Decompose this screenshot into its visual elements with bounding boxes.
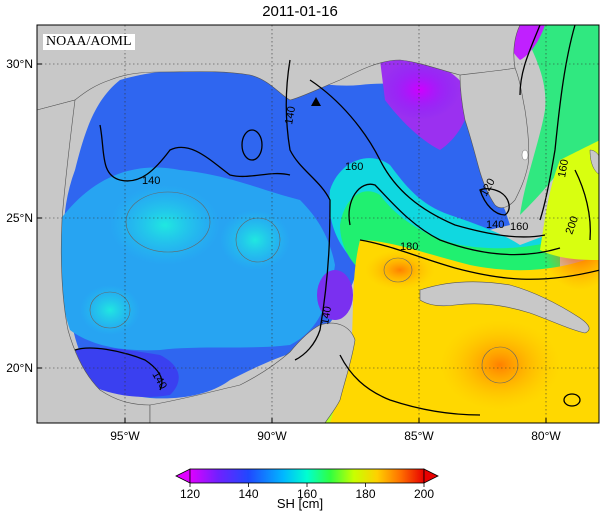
contour-label: 200 — [564, 215, 582, 236]
contour-160-atl — [519, 25, 541, 96]
contour-label: 160 — [345, 161, 363, 173]
contour-small-east — [563, 393, 581, 407]
cyan-eddy-2 — [220, 210, 290, 270]
mexico-west-coast — [37, 99, 151, 423]
colorbar-tick-label: 200 — [414, 487, 434, 501]
colorbar-low-arrow — [175, 468, 191, 484]
lon-label-80: 80°W — [531, 429, 561, 443]
contour-180 — [359, 239, 599, 280]
contour-label: 140 — [283, 105, 298, 125]
bahamas-island — [589, 149, 599, 175]
orange-eddy-2 — [365, 250, 435, 290]
contour-140-loop — [241, 129, 263, 161]
thin-contour-1 — [125, 191, 211, 253]
colorbar-tick-label: 180 — [355, 487, 375, 501]
orange-eddy-1 — [440, 320, 560, 410]
contour-200 — [574, 169, 591, 241]
contour-120-keys — [479, 188, 510, 216]
thin-contour-3 — [89, 291, 131, 329]
contour-160-a — [309, 79, 546, 238]
contour-label: 160 — [510, 221, 528, 233]
lake-okeechobee — [521, 149, 529, 161]
lon-label-85: 85°W — [404, 429, 434, 443]
colorbar-tick-label: 160 — [297, 487, 317, 501]
lat-label-20: 20°N — [6, 361, 33, 375]
contour-label: 140 — [319, 305, 334, 325]
thin-contour-5 — [383, 257, 413, 283]
cyan-eddy-3 — [80, 285, 140, 335]
map-frame — [36, 24, 600, 424]
graticule — [37, 25, 599, 423]
colorbar-high-arrow — [423, 468, 439, 484]
colorbar-bar — [189, 468, 425, 484]
atlantic-green — [520, 25, 599, 215]
lon-label-90: 90°W — [257, 429, 287, 443]
lat-label-25: 25°N — [6, 211, 33, 225]
tick-marks — [37, 63, 547, 423]
map-title: 2011-01-16 — [262, 3, 338, 20]
triangle-marker-icon — [311, 97, 321, 106]
map-area: 140 140 140 140 160 160 180 160 120 140 … — [37, 25, 599, 423]
contour-label: 140 — [486, 219, 504, 231]
lat-label-30: 30°N — [6, 57, 33, 71]
colorbar-ticks — [189, 483, 425, 487]
colorbar-tick-label: 120 — [180, 487, 200, 501]
contour-160-b — [348, 183, 561, 256]
colorbar: 120 140 160 180 200 — [175, 468, 439, 501]
atlantic-yellow — [540, 140, 599, 260]
yucatan-peninsula — [149, 322, 356, 423]
contour-140-central — [285, 59, 331, 361]
credit-label: NOAA/AOML — [43, 34, 135, 50]
contour-label: 140 — [142, 175, 160, 187]
contour-180-south — [339, 354, 481, 416]
cyan-eddy-1 — [110, 185, 220, 265]
contour-140-north — [99, 124, 291, 182]
us-gulf-coast — [37, 25, 521, 111]
contour-160-atl-2 — [539, 25, 576, 221]
contour-lines — [74, 25, 599, 416]
purple-eddy-ne — [380, 60, 460, 120]
deep-blue-south — [75, 347, 179, 397]
contour-140-south — [74, 347, 163, 391]
contour-label: 180 — [400, 241, 418, 253]
axis-labels: 30°N 25°N 20°N 95°W 90°W 85°W 80°W — [6, 57, 561, 443]
colorbar-tick-label: 140 — [238, 487, 258, 501]
contour-label: 160 — [556, 158, 571, 178]
lon-label-95: 95°W — [110, 429, 140, 443]
cuba-island — [419, 281, 590, 334]
colorbar-tick-labels: 120 140 160 180 200 — [180, 487, 434, 501]
florida-peninsula — [459, 67, 530, 209]
thin-contour-4 — [481, 346, 519, 384]
colorbar-title: SH [cm] — [276, 496, 324, 511]
